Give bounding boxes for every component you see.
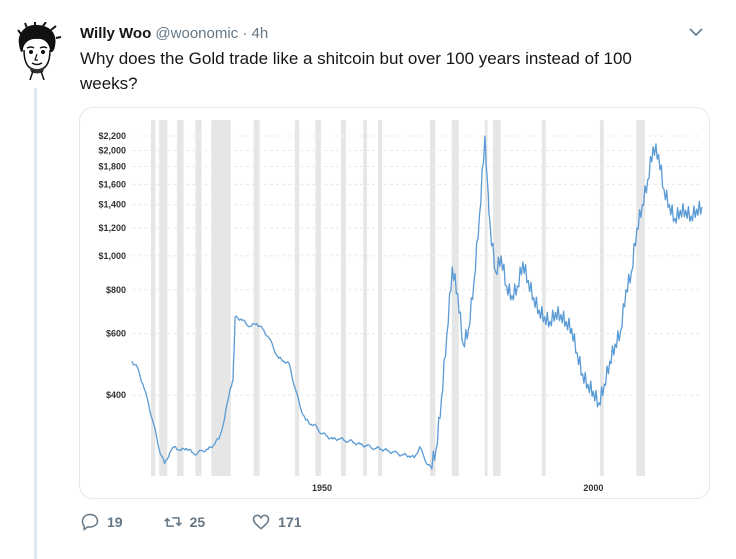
recession-band	[451, 120, 459, 476]
recession-band	[211, 120, 231, 476]
recession-band	[430, 120, 436, 476]
retweet-icon	[163, 517, 182, 527]
x-tick-label: 1950	[312, 483, 332, 493]
price-series-line	[131, 135, 703, 470]
separator-dot: ·	[242, 25, 248, 42]
avatar[interactable]	[13, 21, 62, 81]
y-tick-label: $800	[106, 285, 126, 295]
recession-band	[341, 120, 346, 476]
y-tick-label: $2,000	[98, 146, 126, 156]
recession-band	[599, 120, 604, 476]
recession-band	[177, 120, 184, 476]
y-tick-label: $1,800	[98, 162, 126, 172]
author-handle[interactable]: @woonomic	[155, 25, 239, 42]
reply-button[interactable]: 19	[80, 512, 123, 532]
thread-line	[34, 88, 37, 559]
x-tick-label: 2000	[583, 483, 603, 493]
recession-band	[294, 120, 300, 476]
recession-band	[253, 120, 260, 476]
recession-band	[377, 120, 383, 476]
retweet-button[interactable]: 25	[163, 512, 206, 532]
recession-band	[541, 120, 546, 476]
y-tick-label: $1,200	[98, 223, 126, 233]
recession-band	[493, 120, 501, 476]
recession-band	[151, 120, 156, 476]
y-tick-label: $1,600	[98, 179, 126, 189]
y-tick-label: $400	[106, 390, 126, 400]
author-name[interactable]: Willy Woo	[80, 25, 152, 42]
y-tick-label: $600	[106, 329, 126, 339]
recession-band	[636, 120, 645, 476]
recession-band	[484, 120, 488, 476]
tweet-header: Willy Woo @woonomic · 4h	[80, 25, 268, 42]
tweet-text: Why does the Gold trade like a shitcoin …	[80, 49, 632, 93]
avatar-sketch	[17, 21, 62, 81]
gold-price-chart: $400 $600 $800 $1,000 $1,200 $1,400 $1,600 $1,8…	[98, 120, 703, 493]
y-tick-label: $1,400	[98, 200, 126, 210]
like-button[interactable]: 171	[251, 512, 302, 532]
like-icon	[252, 514, 270, 530]
y-tick-label: $2,200	[98, 131, 126, 141]
reply-count: 19	[107, 514, 123, 530]
reply-icon	[81, 513, 99, 531]
action-bar: 19 25 171	[80, 512, 302, 532]
recession-band	[315, 120, 321, 476]
like-count: 171	[278, 514, 302, 530]
chevron-down-icon[interactable]	[688, 24, 704, 40]
y-tick-label: $1,000	[98, 251, 126, 261]
recession-band	[159, 120, 168, 476]
recession-band	[363, 120, 368, 476]
chart-media[interactable]: $400 $600 $800 $1,000 $1,200 $1,400 $1,600 $1,8…	[79, 107, 710, 499]
tweet-time[interactable]: 4h	[251, 25, 269, 42]
retweet-count: 25	[189, 514, 206, 530]
recession-band	[195, 120, 202, 476]
